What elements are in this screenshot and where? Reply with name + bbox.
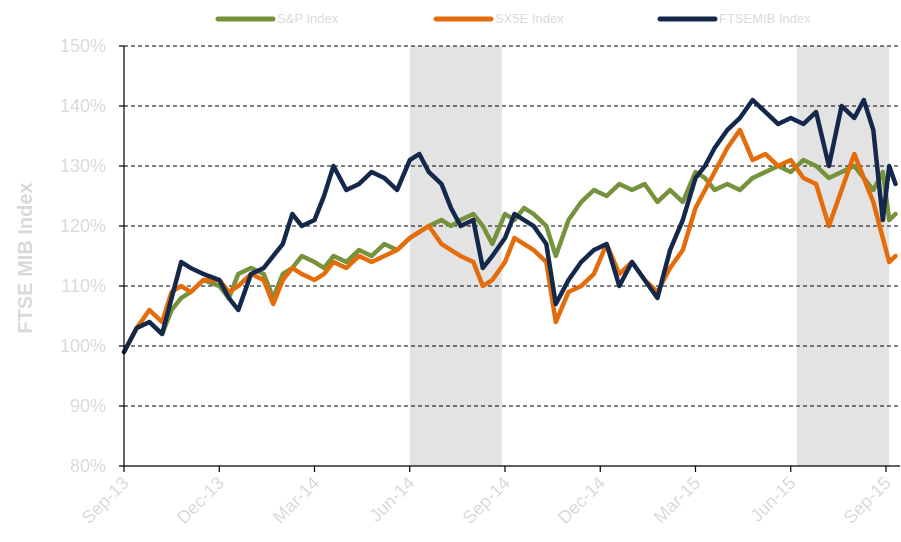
y-axis-label: FTSE MIB Index [15, 182, 37, 333]
x-tick-label: Dec-13 [173, 473, 228, 528]
y-tick-label: 110% [61, 276, 106, 296]
x-tick-label: Jun-15 [747, 473, 800, 526]
x-tick-label: Sep-13 [78, 473, 133, 528]
gridlines [124, 45, 900, 407]
x-tick-label: Mar-14 [269, 473, 323, 527]
x-tick-label: Sep-15 [840, 473, 895, 528]
shaded-period-1 [409, 46, 502, 466]
y-tick-label: 140% [60, 96, 106, 116]
y-tick-label: 150% [60, 36, 106, 56]
legend-item-sx5e-index: SX5E Index [433, 11, 564, 26]
legend-label: S&P Index [277, 11, 339, 26]
y-tick-label: 130% [60, 156, 106, 176]
legend-item-s-p-index: S&P Index [215, 11, 339, 26]
y-tick-label: 90% [70, 396, 106, 416]
x-tick-label: Sep-14 [459, 473, 514, 528]
x-tick-label: Jun-14 [366, 473, 419, 526]
y-tick-label: 100% [60, 336, 106, 356]
y-tick-labels: 80% 90% 100% 110% 120% 130% 140% 150% [60, 36, 106, 476]
series-line-ftsemib-index [121, 97, 898, 355]
axes [119, 45, 900, 472]
x-tick-label: Dec-14 [554, 473, 609, 528]
legend-item-ftsemib-index: FTSEMIB Index [657, 11, 811, 26]
legend-label: SX5E Index [495, 11, 564, 26]
legend-label: FTSEMIB Index [719, 11, 811, 26]
y-tick-label: 80% [70, 456, 106, 476]
legend: S&P Index SX5E Index FTSEMIB Index [215, 11, 811, 26]
x-tick-labels: Sep-13 Dec-13 Mar-14 Jun-14 Sep-14 Dec-14 Mar-… [78, 473, 895, 528]
series-lines [121, 97, 898, 355]
x-tick-label: Mar-15 [650, 473, 704, 527]
series-line-sx5e-index [121, 127, 898, 355]
y-tick-label: 120% [60, 216, 106, 236]
